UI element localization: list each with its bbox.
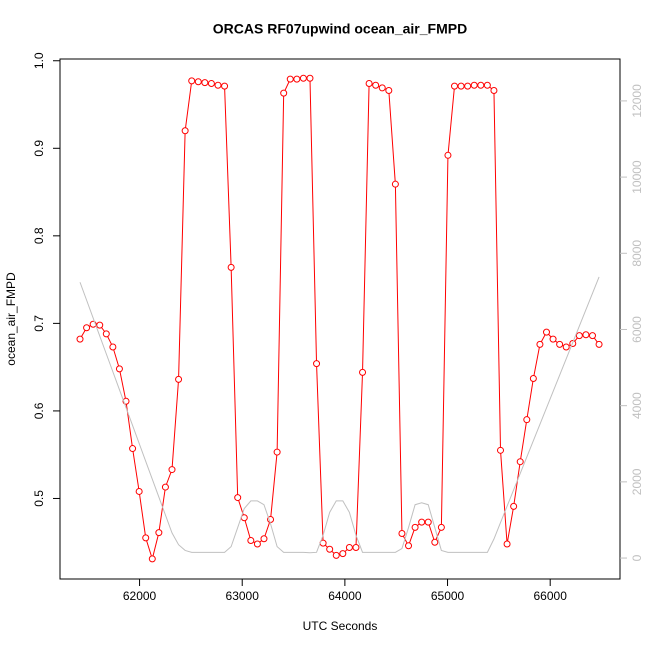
data-point bbox=[83, 324, 91, 332]
data-point bbox=[477, 81, 485, 89]
y2-tick-label: 6000 bbox=[630, 316, 644, 343]
y-tick-label: 0.9 bbox=[32, 140, 46, 157]
data-point bbox=[168, 466, 176, 474]
data-point bbox=[431, 538, 439, 546]
data-point bbox=[306, 74, 314, 82]
data-point bbox=[398, 529, 406, 537]
data-point bbox=[161, 483, 169, 491]
data-point bbox=[457, 82, 465, 90]
data-point bbox=[405, 542, 413, 550]
x-tick-label: 65000 bbox=[431, 589, 465, 603]
data-point bbox=[227, 263, 235, 271]
data-point bbox=[201, 79, 209, 87]
data-point bbox=[135, 487, 143, 495]
data-point bbox=[556, 340, 564, 348]
x-tick-label: 66000 bbox=[534, 589, 568, 603]
data-point bbox=[129, 445, 137, 453]
data-point bbox=[378, 84, 386, 92]
data-point bbox=[483, 81, 491, 89]
y2-tick-label: 8000 bbox=[630, 240, 644, 267]
data-point bbox=[207, 80, 215, 88]
data-point bbox=[536, 340, 544, 348]
data-point bbox=[365, 80, 373, 88]
data-point bbox=[96, 321, 104, 329]
data-point bbox=[490, 87, 498, 95]
data-point bbox=[359, 368, 367, 376]
x-axis-title: UTC Seconds bbox=[303, 619, 378, 633]
data-point bbox=[293, 75, 301, 83]
data-point bbox=[464, 82, 472, 90]
y2-tick-label: 0 bbox=[630, 554, 644, 561]
data-point bbox=[542, 328, 550, 336]
data-point bbox=[313, 360, 321, 368]
data-point bbox=[411, 523, 419, 531]
data-point bbox=[175, 375, 183, 383]
y-tick-label: 0.7 bbox=[32, 315, 46, 332]
data-point bbox=[299, 74, 307, 82]
data-point bbox=[148, 555, 156, 563]
y-tick-label: 0.6 bbox=[32, 402, 46, 419]
data-point bbox=[372, 81, 380, 89]
data-point bbox=[497, 446, 505, 454]
data-point bbox=[142, 534, 150, 542]
data-point bbox=[529, 375, 537, 383]
data-point bbox=[510, 502, 518, 510]
y2-tick-label: 10000 bbox=[630, 160, 644, 194]
y2-tick-label: 12000 bbox=[630, 84, 644, 118]
data-point bbox=[503, 540, 511, 548]
data-point bbox=[437, 523, 445, 531]
y2-tick-label: 4000 bbox=[630, 392, 644, 419]
data-point bbox=[76, 335, 84, 343]
data-point bbox=[247, 536, 255, 544]
data-point bbox=[595, 340, 603, 348]
y-tick-label: 0.5 bbox=[32, 490, 46, 507]
data-point bbox=[582, 331, 590, 339]
data-point bbox=[109, 343, 117, 351]
data-point bbox=[194, 78, 202, 86]
data-point bbox=[352, 543, 360, 551]
data-point bbox=[188, 77, 196, 85]
data-point bbox=[102, 330, 110, 338]
data-point bbox=[516, 458, 524, 466]
data-point bbox=[345, 543, 353, 551]
plot-frame bbox=[59, 58, 621, 580]
x-tick-label: 62000 bbox=[123, 589, 157, 603]
chart-title: ORCAS RF07upwind ocean_air_FMPD bbox=[213, 21, 467, 37]
data-point bbox=[391, 180, 399, 188]
data-point bbox=[326, 545, 334, 553]
data-point bbox=[549, 335, 557, 343]
data-point bbox=[260, 535, 268, 543]
data-point bbox=[385, 87, 393, 95]
data-point bbox=[451, 82, 459, 90]
data-point bbox=[155, 529, 163, 537]
data-point bbox=[280, 89, 288, 97]
y2-tick-label: 2000 bbox=[630, 468, 644, 495]
data-point bbox=[181, 127, 189, 135]
data-point bbox=[523, 416, 531, 424]
data-point bbox=[234, 494, 242, 502]
data-point bbox=[418, 518, 426, 526]
data-point bbox=[470, 81, 478, 89]
data-point bbox=[424, 518, 432, 526]
x-tick-label: 64000 bbox=[328, 589, 362, 603]
data-point bbox=[253, 540, 261, 548]
data-point bbox=[444, 151, 452, 159]
series-line bbox=[79, 276, 600, 554]
y-axis-title: ocean_air_FMPD bbox=[4, 272, 18, 366]
data-point bbox=[588, 332, 596, 340]
data-point bbox=[575, 332, 583, 340]
y-tick-label: 1.0 bbox=[32, 52, 46, 69]
data-point bbox=[286, 75, 294, 83]
x-tick-label: 63000 bbox=[226, 589, 260, 603]
data-point bbox=[332, 551, 340, 559]
data-point bbox=[221, 82, 229, 90]
data-point bbox=[562, 343, 570, 351]
y-tick-label: 0.8 bbox=[32, 227, 46, 244]
data-point bbox=[273, 448, 281, 456]
data-point bbox=[339, 550, 347, 558]
data-point bbox=[115, 365, 123, 373]
data-point bbox=[214, 81, 222, 89]
